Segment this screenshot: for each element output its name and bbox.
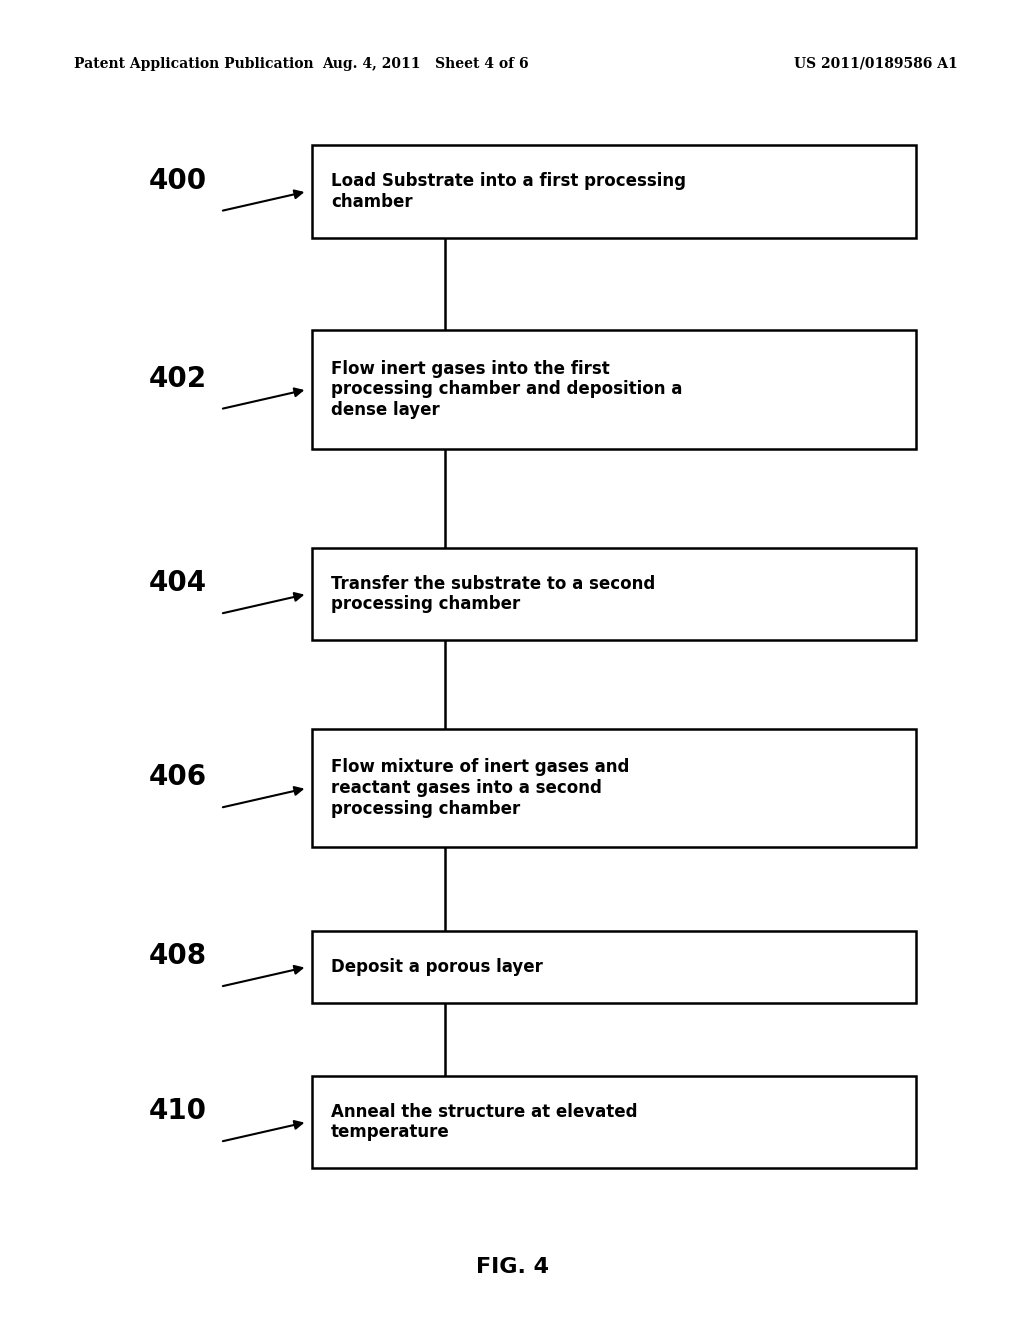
Bar [312, 1076, 916, 1168]
Bar [312, 729, 916, 847]
Text: Aug. 4, 2011   Sheet 4 of 6: Aug. 4, 2011 Sheet 4 of 6 [322, 57, 528, 71]
Text: 410: 410 [148, 1097, 207, 1126]
Text: Deposit a porous layer: Deposit a porous layer [331, 958, 543, 975]
Text: 400: 400 [148, 166, 207, 195]
Bar [312, 145, 916, 238]
Text: Patent Application Publication: Patent Application Publication [74, 57, 313, 71]
Text: 406: 406 [148, 763, 207, 792]
Text: Load Substrate into a first processing
chamber: Load Substrate into a first processing c… [331, 172, 686, 211]
Bar [312, 548, 916, 640]
Text: Flow inert gases into the first
processing chamber and deposition a
dense layer: Flow inert gases into the first processi… [331, 359, 682, 420]
Text: 408: 408 [148, 942, 207, 970]
Bar [312, 931, 916, 1003]
Text: 402: 402 [148, 364, 207, 393]
Text: 404: 404 [148, 569, 207, 598]
Text: Anneal the structure at elevated
temperature: Anneal the structure at elevated tempera… [331, 1102, 637, 1142]
Bar [312, 330, 916, 449]
Text: Transfer the substrate to a second
processing chamber: Transfer the substrate to a second proce… [331, 574, 655, 614]
Text: US 2011/0189586 A1: US 2011/0189586 A1 [794, 57, 957, 71]
Text: Flow mixture of inert gases and
reactant gases into a second
processing chamber: Flow mixture of inert gases and reactant… [331, 758, 629, 818]
Text: FIG. 4: FIG. 4 [475, 1257, 549, 1278]
